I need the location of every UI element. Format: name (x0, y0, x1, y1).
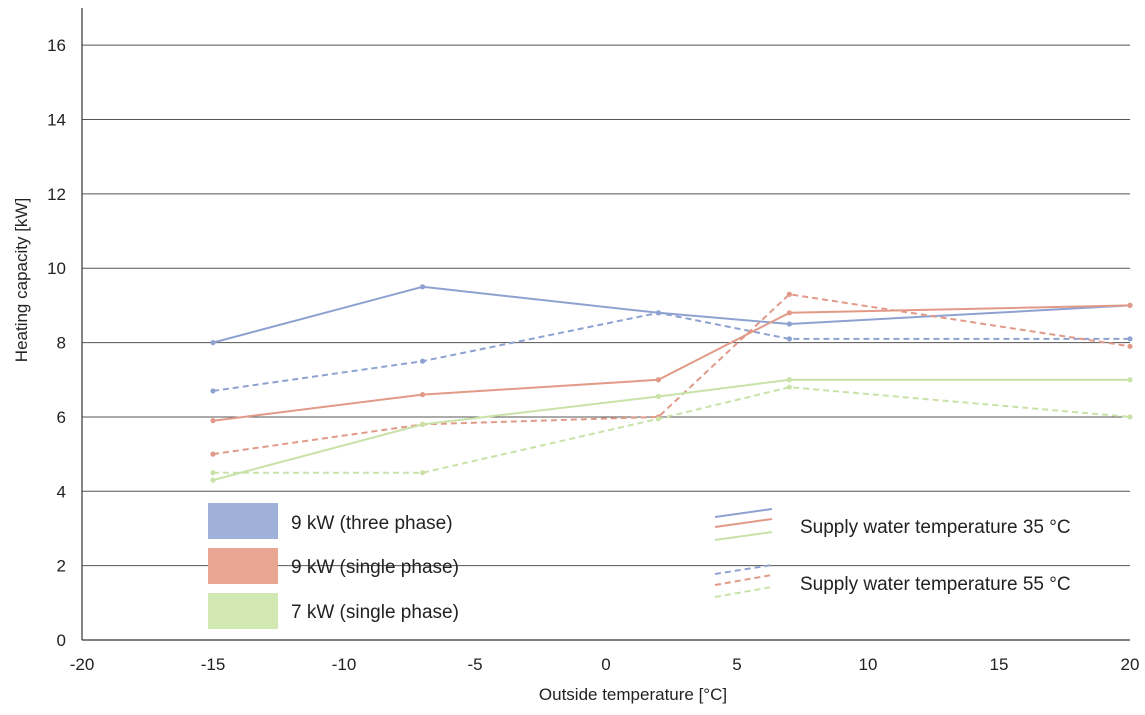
x-tick-labels: -20 -15 -10 -5 0 5 10 15 20 (70, 655, 1140, 674)
y-tick-label: 0 (57, 631, 66, 650)
legend-label-single-phase-7kw: 7 kW (single phase) (291, 602, 459, 623)
legend-line-styles: Supply water temperature 35 °C Supply wa… (714, 508, 1071, 598)
y-tick-label: 6 (57, 408, 66, 427)
legend-solid-line-sample (714, 508, 773, 541)
data-point (786, 291, 793, 297)
x-tick-label: -10 (332, 655, 357, 674)
y-tick-label: 4 (57, 482, 66, 501)
data-point (786, 336, 793, 342)
legend-label-three-phase: 9 kW (three phase) (291, 513, 453, 534)
y-tick-label: 2 (57, 557, 66, 576)
x-tick-label: -5 (467, 655, 482, 674)
axes (81, 8, 1130, 641)
data-point (1127, 336, 1133, 342)
data-point (655, 310, 662, 316)
data-point (655, 416, 662, 422)
data-point (210, 339, 216, 346)
series-points (210, 284, 1133, 483)
y-tick-label: 16 (47, 36, 66, 55)
series-line-9-kw-single-phase-dashed (212, 293, 1131, 456)
data-point (210, 451, 216, 457)
data-point (655, 377, 662, 383)
data-point (210, 477, 216, 483)
x-tick-label: 5 (732, 655, 741, 674)
data-point (210, 418, 216, 424)
data-point (420, 358, 426, 364)
x-tick-label: -15 (201, 655, 226, 674)
y-tick-label: 8 (57, 334, 66, 353)
data-point (1127, 377, 1133, 383)
data-point (420, 421, 426, 427)
data-point (786, 384, 793, 390)
legend-label-55c: Supply water temperature 55 °C (800, 574, 1071, 595)
legend-swatch-single-phase-9kw (208, 548, 278, 584)
data-point (786, 310, 793, 316)
data-point (786, 377, 793, 383)
legend-swatch-three-phase (208, 503, 278, 539)
data-point (420, 284, 426, 290)
legend-swatch-single-phase-7kw (208, 593, 278, 629)
x-tick-label: 20 (1121, 655, 1140, 674)
y-axis-title: Heating capacity [kW] (12, 198, 31, 362)
legend-label-single-phase-9kw: 9 kW (single phase) (291, 557, 459, 578)
x-tick-label: -20 (70, 655, 95, 674)
series-line-9-kw-single-phase-solid (212, 304, 1131, 422)
series-lines (212, 285, 1131, 482)
data-point (786, 321, 793, 327)
y-tick-label: 10 (47, 259, 66, 278)
y-tick-label: 14 (47, 111, 66, 130)
legend-models: 9 kW (three phase) 9 kW (single phase) 7… (208, 503, 459, 629)
series-line-7-kw-single-phase-solid (212, 378, 1130, 482)
legend-dashed-line-sample (714, 564, 773, 598)
data-point (420, 392, 426, 398)
y-tick-label: 12 (47, 185, 66, 204)
data-point (210, 388, 216, 394)
x-axis-title: Outside temperature [°C] (539, 685, 727, 704)
data-point (420, 470, 426, 476)
data-point (1127, 302, 1133, 309)
grid-lines (82, 44, 1130, 567)
data-point (1127, 343, 1133, 349)
x-tick-label: 10 (859, 655, 878, 674)
data-point (210, 470, 216, 476)
legend-label-35c: Supply water temperature 35 °C (800, 517, 1071, 538)
x-tick-label: 0 (601, 655, 610, 674)
x-tick-label: 15 (990, 655, 1009, 674)
data-point (1127, 414, 1133, 420)
series-line-7-kw-single-phase-dashed (213, 386, 1131, 474)
data-point (655, 393, 662, 400)
y-tick-labels: 0 2 4 6 8 10 12 14 16 (47, 36, 66, 650)
